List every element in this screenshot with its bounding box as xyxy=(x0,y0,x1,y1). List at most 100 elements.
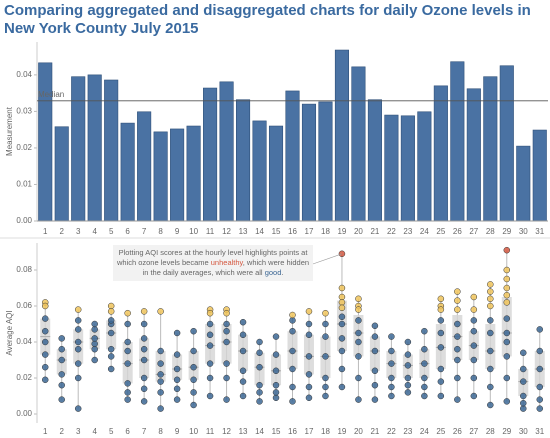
hourly-point xyxy=(338,335,346,342)
bar xyxy=(71,76,86,222)
annotation: Plotting AQI scores at the hourly level … xyxy=(113,245,313,281)
hourly-point xyxy=(140,335,148,342)
hourly-point xyxy=(272,351,280,358)
x-tick-label: 24 xyxy=(420,427,429,436)
annotation-text: , which were hidden in the daily average… xyxy=(142,258,310,277)
x-tick-label: 5 xyxy=(109,427,114,436)
hourly-point xyxy=(58,335,65,342)
hourly-point xyxy=(404,374,412,382)
x-tick-label: 2 xyxy=(59,427,64,436)
x-tick-label: 25 xyxy=(436,227,445,236)
y-tick-label: 0.02 xyxy=(16,373,32,382)
bar xyxy=(466,88,481,222)
x-tick-label: 17 xyxy=(305,227,314,236)
hourly-point xyxy=(437,392,445,400)
x-tick-label: 29 xyxy=(502,427,511,436)
x-tick-label: 28 xyxy=(486,427,495,436)
hourly-point xyxy=(190,363,197,371)
hourly-point xyxy=(173,396,181,403)
hourly-point xyxy=(289,327,296,335)
x-tick-label: 18 xyxy=(321,427,330,436)
hourly-point xyxy=(140,356,148,364)
x-tick-label: 6 xyxy=(125,227,130,236)
hourly-point xyxy=(503,275,511,283)
hourly-point xyxy=(256,338,263,346)
hourly-point xyxy=(206,392,214,400)
x-tick-label: 12 xyxy=(222,427,231,436)
hourly-point xyxy=(437,306,445,313)
hourly-point xyxy=(338,250,346,258)
hourly-point xyxy=(91,326,98,333)
hourly-point xyxy=(41,315,49,322)
x-tick-label: 12 xyxy=(222,227,231,236)
hourly-point xyxy=(206,360,214,367)
hourly-point xyxy=(223,327,230,335)
hourly-point xyxy=(140,374,148,382)
hourly-point xyxy=(338,347,346,355)
x-tick-label: 18 xyxy=(321,227,330,236)
hourly-point xyxy=(74,360,82,367)
hourly-point xyxy=(74,306,82,313)
bar xyxy=(153,131,168,222)
hourly-point xyxy=(371,381,379,389)
hourly-point xyxy=(157,308,164,315)
x-tick-label: 19 xyxy=(337,227,346,236)
x-tick-label: 26 xyxy=(453,227,462,236)
x-tick-label: 3 xyxy=(76,427,81,436)
hourly-point xyxy=(190,347,197,355)
hourly-point xyxy=(470,306,478,313)
hourly-point xyxy=(454,297,461,304)
hourly-point xyxy=(503,338,511,346)
hourly-point xyxy=(355,353,362,360)
hourly-point xyxy=(58,381,65,389)
hourly-point xyxy=(74,338,82,346)
hourly-point xyxy=(305,353,313,360)
box xyxy=(485,324,496,369)
hourly-point xyxy=(173,385,181,393)
hourly-point xyxy=(503,398,511,405)
hourly-point xyxy=(256,398,263,405)
x-tick-label: 19 xyxy=(337,427,346,436)
x-tick-label: 17 xyxy=(305,427,314,436)
hourly-point xyxy=(421,345,428,353)
hourly-point xyxy=(454,333,461,340)
y-tick-label: 0.06 xyxy=(16,301,32,310)
hourly-point xyxy=(520,392,527,400)
x-tick-label: 1 xyxy=(43,227,48,236)
bar xyxy=(268,125,284,222)
hourly-point xyxy=(58,396,65,403)
hourly-point xyxy=(503,284,511,292)
hourly-point xyxy=(305,394,313,402)
hourly-point xyxy=(223,320,230,328)
x-tick-label: 11 xyxy=(206,227,215,236)
x-tick-label: 21 xyxy=(370,227,379,236)
bar xyxy=(203,87,218,222)
hourly-point xyxy=(107,329,115,337)
hourly-point xyxy=(454,345,461,353)
title: Comparing aggregated and disaggregated c… xyxy=(4,2,531,37)
bar xyxy=(417,111,432,222)
y-tick-label: 0.04 xyxy=(16,337,32,346)
x-tick-label: 26 xyxy=(453,427,462,436)
hourly-point xyxy=(322,374,329,382)
hourly-point xyxy=(338,313,346,321)
x-tick-label: 7 xyxy=(142,427,147,436)
bar xyxy=(450,61,465,222)
hourly-point xyxy=(107,353,115,360)
hourly-point xyxy=(239,378,247,385)
hourly-point xyxy=(190,401,197,409)
hourly-point xyxy=(421,360,428,367)
hourly-point xyxy=(272,381,280,389)
bar xyxy=(301,103,317,222)
hourly-point xyxy=(470,293,478,301)
bar xyxy=(318,101,333,222)
hourly-point xyxy=(74,374,82,382)
x-tick-label: 10 xyxy=(189,427,198,436)
bar xyxy=(120,122,135,222)
hourly-point xyxy=(173,351,181,358)
hourly-point xyxy=(58,345,65,353)
hourly-point xyxy=(503,291,511,299)
hourly-point xyxy=(272,333,280,340)
x-tick-label: 1 xyxy=(43,427,48,436)
hourly-point xyxy=(487,347,494,355)
